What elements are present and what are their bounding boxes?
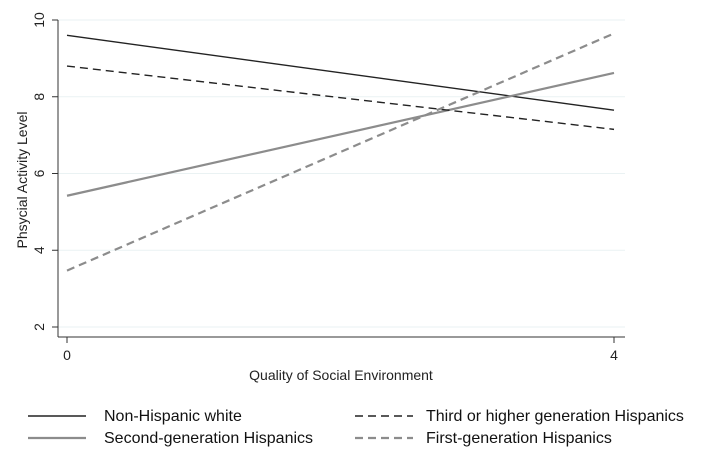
- y-axis-title: Phsycial Activity Level: [14, 112, 30, 249]
- y-tick-label: 10: [31, 12, 47, 28]
- series-lines: [66, 32, 615, 272]
- series-line-2: [66, 71, 615, 197]
- legend: Non-Hispanic white Second-generation Hisp…: [28, 408, 684, 447]
- y-ticks: 2 4 6 8 10: [31, 12, 58, 331]
- legend-label-1: Non-Hispanic white: [104, 408, 242, 425]
- x-tick-label: 4: [610, 347, 618, 363]
- series-line-4: [66, 32, 615, 272]
- y-tick-label: 4: [31, 246, 47, 254]
- y-tick-label: 8: [31, 93, 47, 101]
- y-tick-label: 6: [31, 169, 47, 177]
- legend-label-2: Second-generation Hispanics: [104, 430, 313, 447]
- y-tick-label: 2: [31, 323, 47, 331]
- x-tick-label: 0: [63, 347, 71, 363]
- gridlines: [58, 19, 625, 328]
- series-line-3: [66, 65, 615, 131]
- x-axis-title: Quality of Social Environment: [249, 367, 433, 383]
- legend-label-3: Third or higher generation Hispanics: [426, 408, 684, 425]
- series-line-1: [66, 34, 615, 111]
- legend-label-4: First-generation Hispanics: [426, 430, 612, 447]
- axes: [57, 20, 625, 338]
